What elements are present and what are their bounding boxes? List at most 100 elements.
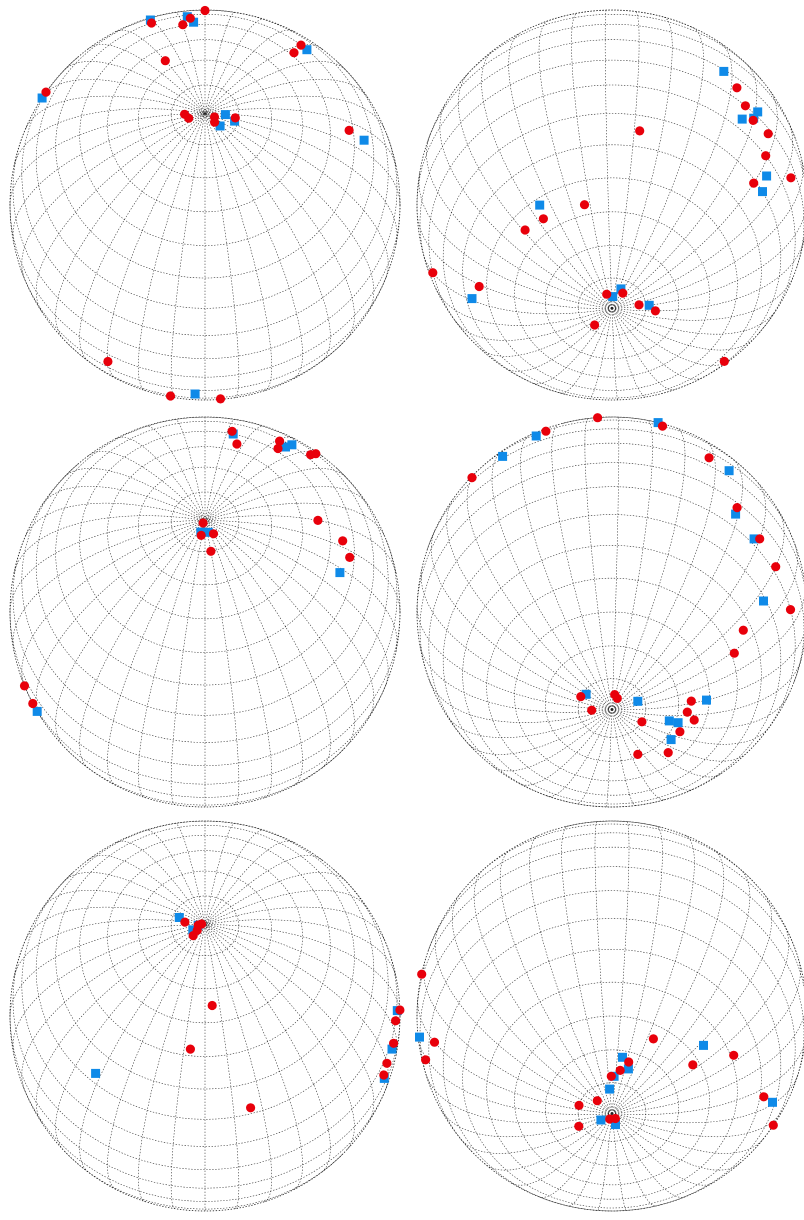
- red-dot-marker: [602, 289, 612, 299]
- red-dot-marker: [296, 40, 306, 50]
- sphere-panel-row3-col1: [9, 820, 405, 1212]
- blue-square-marker: [768, 1097, 777, 1107]
- red-dot-marker: [618, 288, 628, 298]
- red-dot-marker: [28, 698, 38, 709]
- blue-square-marker: [759, 596, 768, 606]
- red-dot-marker: [574, 1121, 584, 1131]
- red-dot-marker: [771, 562, 781, 572]
- sphere-outline: [416, 9, 804, 401]
- sphere-panel-row1-col1: [9, 5, 401, 404]
- lat-lon-grid: [416, 820, 804, 1212]
- red-dot-marker: [246, 1103, 256, 1113]
- red-dot-marker: [624, 1057, 634, 1067]
- blue-square-marker: [618, 1052, 627, 1062]
- red-dot-marker: [185, 1044, 195, 1054]
- red-dot-marker: [689, 715, 699, 725]
- red-dot-marker: [215, 394, 226, 404]
- blue-square-marker: [596, 1115, 606, 1125]
- red-dot-marker: [759, 1092, 769, 1102]
- red-dot-marker: [785, 605, 796, 615]
- red-dot-marker: [729, 648, 739, 658]
- data-markers: [91, 913, 405, 1113]
- red-dot-marker: [103, 356, 113, 367]
- blue-square-marker: [699, 1040, 708, 1050]
- red-dot-marker: [165, 391, 176, 401]
- lat-lon-grid: [9, 9, 401, 400]
- data-markers: [37, 5, 369, 404]
- blue-square-marker: [37, 93, 47, 103]
- red-dot-marker: [633, 749, 643, 760]
- red-dot-marker: [391, 1016, 401, 1026]
- blue-square-marker: [724, 466, 734, 476]
- red-dot-marker: [344, 125, 354, 135]
- red-dot-marker: [227, 426, 237, 436]
- blue-square-marker: [749, 534, 759, 544]
- red-dot-marker: [590, 320, 600, 330]
- red-dot-marker: [232, 439, 242, 449]
- red-dot-marker: [389, 1038, 399, 1048]
- blue-square-marker: [664, 716, 674, 726]
- red-dot-marker: [686, 696, 696, 706]
- sphere-panel-row2-col1: [9, 416, 401, 808]
- red-dot-marker: [592, 1096, 602, 1106]
- sphere-outline: [416, 820, 804, 1212]
- blue-square-marker: [762, 171, 772, 181]
- red-dot-marker: [675, 727, 685, 737]
- red-dot-marker: [429, 1037, 440, 1047]
- blue-square-marker: [467, 294, 477, 304]
- red-dot-marker: [19, 681, 30, 691]
- blue-square-marker: [666, 735, 676, 745]
- red-dot-marker: [606, 1071, 616, 1081]
- lat-lon-grid: [416, 416, 804, 808]
- red-dot-marker: [768, 1120, 778, 1130]
- blue-square-marker: [220, 110, 230, 120]
- blue-square-marker: [644, 300, 654, 310]
- red-dot-marker: [178, 20, 188, 30]
- red-dot-marker: [648, 1034, 659, 1044]
- blue-square-marker: [174, 913, 184, 922]
- red-dot-marker: [198, 518, 208, 528]
- blue-square-marker: [616, 284, 626, 294]
- blue-square-marker: [215, 121, 225, 131]
- red-dot-marker: [637, 717, 647, 727]
- data-markers: [415, 969, 778, 1131]
- red-dot-marker: [740, 101, 751, 111]
- blue-square-marker: [91, 1068, 101, 1078]
- red-dot-marker: [275, 436, 285, 446]
- blue-square-marker: [581, 689, 591, 699]
- blue-square-marker: [758, 187, 767, 197]
- red-dot-marker: [467, 473, 477, 483]
- red-dot-marker: [338, 536, 348, 546]
- blue-square-marker: [633, 696, 643, 706]
- data-markers: [428, 66, 796, 366]
- red-dot-marker: [786, 173, 796, 183]
- sphere-panel-row1-col2: [416, 9, 804, 401]
- red-dot-marker: [749, 178, 759, 188]
- red-dot-marker: [729, 1050, 739, 1060]
- red-dot-marker: [382, 1058, 392, 1068]
- red-dot-marker: [738, 625, 748, 635]
- blue-square-marker: [653, 418, 663, 428]
- red-dot-marker: [593, 413, 603, 423]
- blue-square-marker: [535, 200, 545, 210]
- red-dot-marker: [185, 13, 195, 23]
- red-dot-marker: [574, 1100, 584, 1110]
- blue-square-marker: [415, 1032, 424, 1042]
- blue-square-marker: [302, 45, 312, 55]
- lat-lon-grid: [9, 820, 401, 1211]
- red-dot-marker: [610, 1113, 621, 1124]
- red-dot-marker: [719, 356, 729, 366]
- red-dot-marker: [395, 1005, 405, 1015]
- lat-lon-grid: [9, 416, 401, 807]
- blue-square-marker: [203, 527, 213, 537]
- red-dot-marker: [688, 1060, 698, 1070]
- blue-square-marker: [387, 1044, 397, 1054]
- red-dot-marker: [230, 113, 240, 123]
- red-dot-marker: [635, 126, 645, 136]
- red-dot-marker: [538, 214, 549, 224]
- red-dot-marker: [200, 5, 210, 16]
- red-dot-marker: [732, 503, 742, 513]
- red-dot-marker: [576, 692, 586, 702]
- data-markers: [19, 426, 355, 716]
- blue-square-marker: [287, 440, 297, 450]
